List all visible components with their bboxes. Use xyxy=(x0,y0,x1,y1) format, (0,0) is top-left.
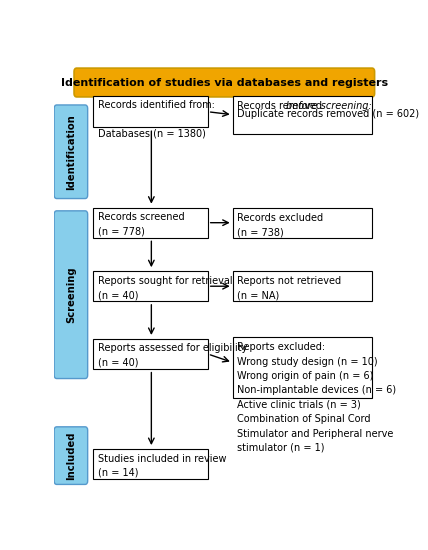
Text: Identification of studies via databases and registers: Identification of studies via databases … xyxy=(61,78,388,87)
FancyBboxPatch shape xyxy=(54,427,88,485)
Text: Duplicate records removed (n = 602): Duplicate records removed (n = 602) xyxy=(237,109,419,119)
Text: Identification: Identification xyxy=(66,114,76,190)
FancyBboxPatch shape xyxy=(233,337,372,398)
Text: Reports sought for retrieval
(n = 40): Reports sought for retrieval (n = 40) xyxy=(98,276,233,300)
FancyBboxPatch shape xyxy=(93,271,208,301)
Text: Records screened
(n = 778): Records screened (n = 778) xyxy=(98,212,185,236)
Text: Screening: Screening xyxy=(66,266,76,323)
Text: Reports not retrieved
(n = NA): Reports not retrieved (n = NA) xyxy=(237,277,341,301)
Text: Studies included in review
(n = 14): Studies included in review (n = 14) xyxy=(98,454,227,478)
Text: Included: Included xyxy=(66,431,76,480)
Text: before screening:: before screening: xyxy=(286,101,372,111)
FancyBboxPatch shape xyxy=(233,271,372,301)
FancyBboxPatch shape xyxy=(93,339,208,369)
FancyBboxPatch shape xyxy=(54,105,88,199)
Text: Records removed: Records removed xyxy=(237,101,325,111)
FancyBboxPatch shape xyxy=(74,68,374,97)
FancyBboxPatch shape xyxy=(54,211,88,378)
FancyBboxPatch shape xyxy=(233,208,372,238)
Text: Records identified from:

Databases (n = 1380): Records identified from: Databases (n = … xyxy=(98,100,215,139)
FancyBboxPatch shape xyxy=(233,96,372,134)
Text: Reports assessed for eligibility
(n = 40): Reports assessed for eligibility (n = 40… xyxy=(98,343,248,368)
FancyBboxPatch shape xyxy=(93,449,208,479)
FancyBboxPatch shape xyxy=(93,208,208,238)
Text: Reports excluded:
Wrong study design (n = 10)
Wrong origin of pain (n = 6)
Non-i: Reports excluded: Wrong study design (n … xyxy=(237,342,396,453)
FancyBboxPatch shape xyxy=(93,96,208,128)
Text: Records excluded
(n = 738): Records excluded (n = 738) xyxy=(237,213,323,238)
